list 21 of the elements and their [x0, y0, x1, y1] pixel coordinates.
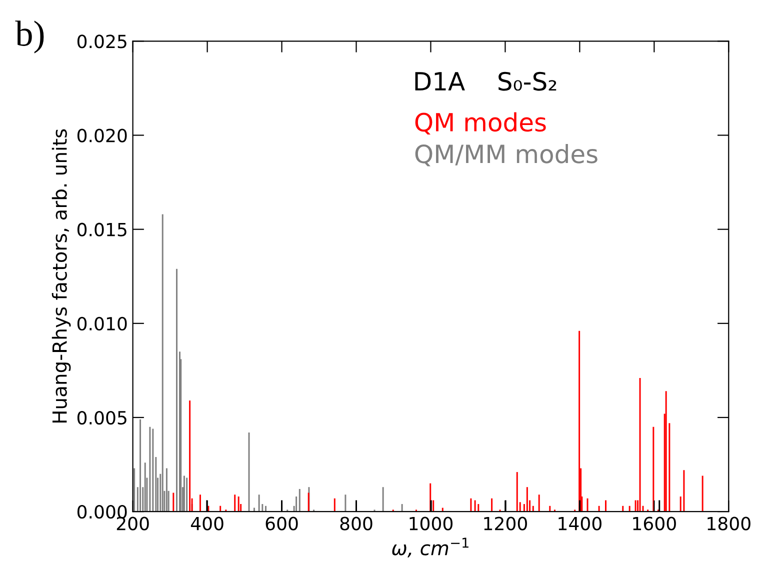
x-tick-label: 200 — [116, 516, 149, 530]
text: b) — [15, 20, 44, 54]
x-tick-label: 400 — [190, 516, 224, 530]
text: QM modes — [415, 112, 546, 135]
x-tick-label: 1800 — [708, 516, 750, 530]
text: QM/MM modes — [415, 144, 598, 166]
x-tick-label: 1000 — [410, 516, 453, 530]
x-tick-label: 1200 — [484, 516, 527, 530]
y-tick-label: 0.015 — [77, 222, 126, 236]
y-axis-title: Huang-Rhys factors, arb. units — [52, 129, 71, 422]
y-tick-label: 0.010 — [77, 316, 127, 331]
annotation: D1A S₀-S₂ — [415, 72, 556, 91]
y-tick-label: 0.000 — [77, 505, 127, 519]
x-tick-label: 800 — [340, 516, 372, 530]
y-tick-label: 0.020 — [77, 128, 127, 142]
x-tick-label: 1600 — [633, 516, 676, 530]
x-tick-label: 600 — [266, 516, 298, 530]
y-tick-label: 0.025 — [77, 34, 126, 48]
x-tick-label: 1400 — [558, 516, 602, 530]
y-tick-label: 0.005 — [77, 410, 126, 425]
x-axis-title: ω, cm$^{−1}$ — [392, 538, 468, 558]
